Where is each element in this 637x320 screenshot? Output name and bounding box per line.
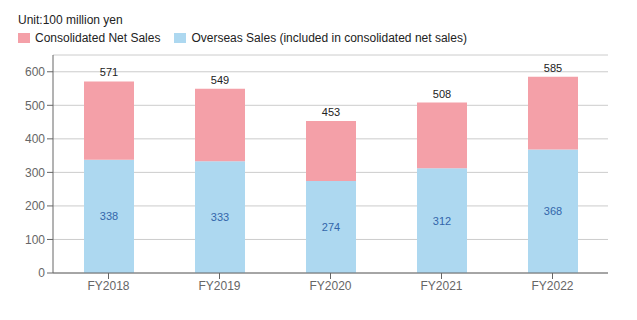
svg-text:571: 571 [100, 66, 118, 78]
html-text:Consolidated Net Sales: Consolidated Net Sales [35, 31, 161, 45]
html-text:Overseas Sales (included in co: Overseas Sales (included in consolidated… [191, 31, 467, 45]
svg-text:585: 585 [544, 62, 562, 74]
svg-text:333: 333 [211, 211, 229, 223]
svg-text:274: 274 [322, 221, 340, 233]
svg-text:FY2022: FY2022 [531, 279, 573, 293]
svg-text:500: 500 [25, 99, 45, 113]
svg-text:549: 549 [211, 74, 229, 86]
svg-text:508: 508 [433, 88, 451, 100]
svg-text:200: 200 [25, 199, 45, 213]
svg-text:312: 312 [433, 215, 451, 227]
svg-text:FY2019: FY2019 [198, 279, 240, 293]
svg-text:300: 300 [25, 166, 45, 180]
svg-text:600: 600 [25, 65, 45, 79]
svg-text:FY2018: FY2018 [87, 279, 129, 293]
svg-text:368: 368 [544, 205, 562, 217]
html-text:Unit:100 million yen: Unit:100 million yen [18, 13, 123, 27]
svg-text:FY2020: FY2020 [309, 279, 351, 293]
svg-text:0: 0 [38, 266, 45, 280]
svg-text:FY2021: FY2021 [420, 279, 462, 293]
svg-text:338: 338 [100, 210, 118, 222]
svg-text:400: 400 [25, 132, 45, 146]
svg-text:453: 453 [322, 106, 340, 118]
svg-text:100: 100 [25, 233, 45, 247]
